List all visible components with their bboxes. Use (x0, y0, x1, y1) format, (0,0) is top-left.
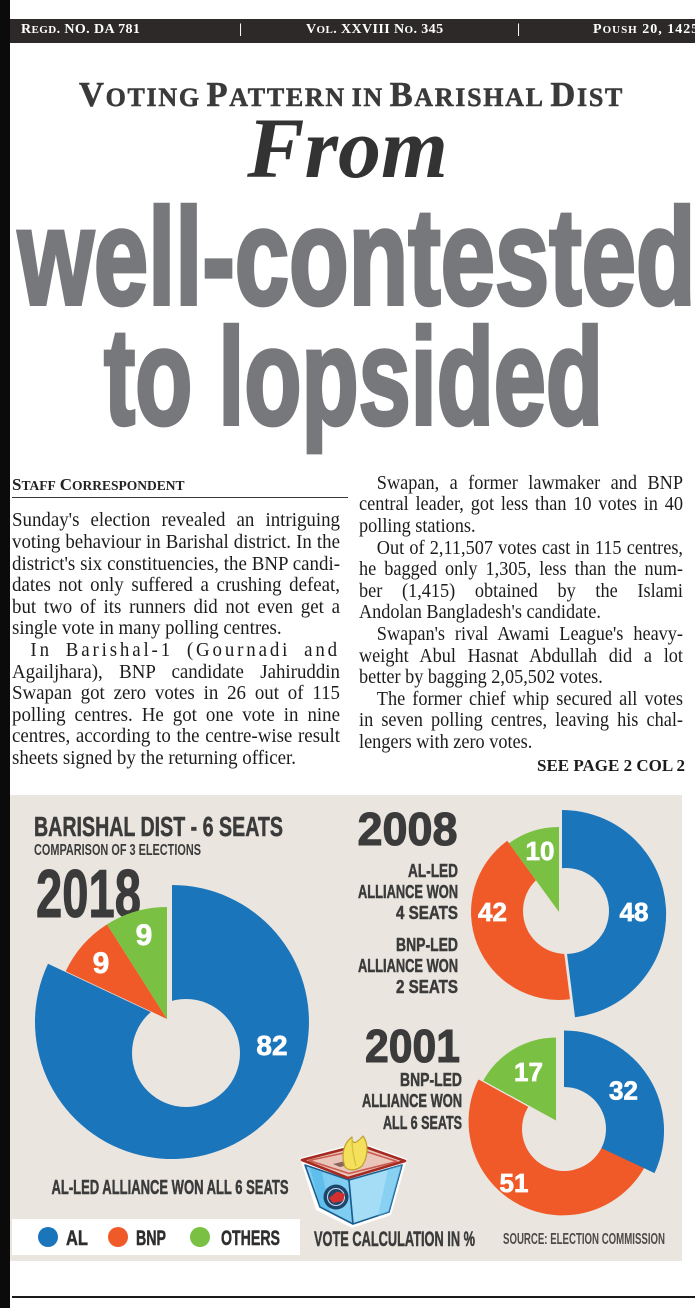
svg-text:2001: 2001 (365, 1020, 460, 1072)
svg-text:51: 51 (500, 1168, 529, 1198)
svg-text:AL-LED: AL-LED (408, 860, 458, 881)
svg-text:AL: AL (66, 1227, 88, 1250)
svg-text:10: 10 (526, 836, 555, 866)
svg-text:4 SEATS: 4 SEATS (396, 902, 458, 923)
svg-text:2018: 2018 (36, 856, 141, 932)
svg-text:82: 82 (256, 1030, 287, 1061)
svg-text:ALL 6 SEATS: ALL 6 SEATS (383, 1112, 462, 1133)
svg-text:9: 9 (93, 947, 110, 980)
svg-text:2 SEATS: 2 SEATS (396, 976, 458, 997)
svg-text:SOURCE: ELECTION COMMISSION: SOURCE: ELECTION COMMISSION (503, 1231, 665, 1248)
svg-text:VOTE CALCULATION IN %: VOTE CALCULATION IN % (314, 1228, 475, 1251)
svg-text:2008: 2008 (358, 803, 458, 855)
svg-text:COMPARISON OF 3 ELECTIONS: COMPARISON OF 3 ELECTIONS (34, 842, 201, 859)
svg-text:AL-LED ALLIANCE WON ALL 6 SEAT: AL-LED ALLIANCE WON ALL 6 SEATS (52, 1177, 289, 1199)
svg-text:BNP: BNP (136, 1227, 166, 1250)
svg-text:ALLIANCE WON: ALLIANCE WON (358, 881, 458, 902)
svg-text:ALLIANCE WON: ALLIANCE WON (358, 955, 458, 976)
svg-text:BNP-LED: BNP-LED (396, 934, 458, 955)
svg-text:BNP-LED: BNP-LED (400, 1069, 462, 1090)
svg-text:9: 9 (136, 919, 153, 952)
svg-text:BARISHAL DIST - 6 SEATS: BARISHAL DIST - 6 SEATS (34, 811, 283, 842)
svg-text:17: 17 (514, 1057, 543, 1087)
svg-text:ALLIANCE WON: ALLIANCE WON (362, 1090, 462, 1111)
svg-text:48: 48 (620, 897, 649, 927)
svg-text:42: 42 (478, 897, 507, 927)
svg-text:32: 32 (609, 1076, 638, 1106)
svg-text:OTHERS: OTHERS (221, 1227, 280, 1250)
